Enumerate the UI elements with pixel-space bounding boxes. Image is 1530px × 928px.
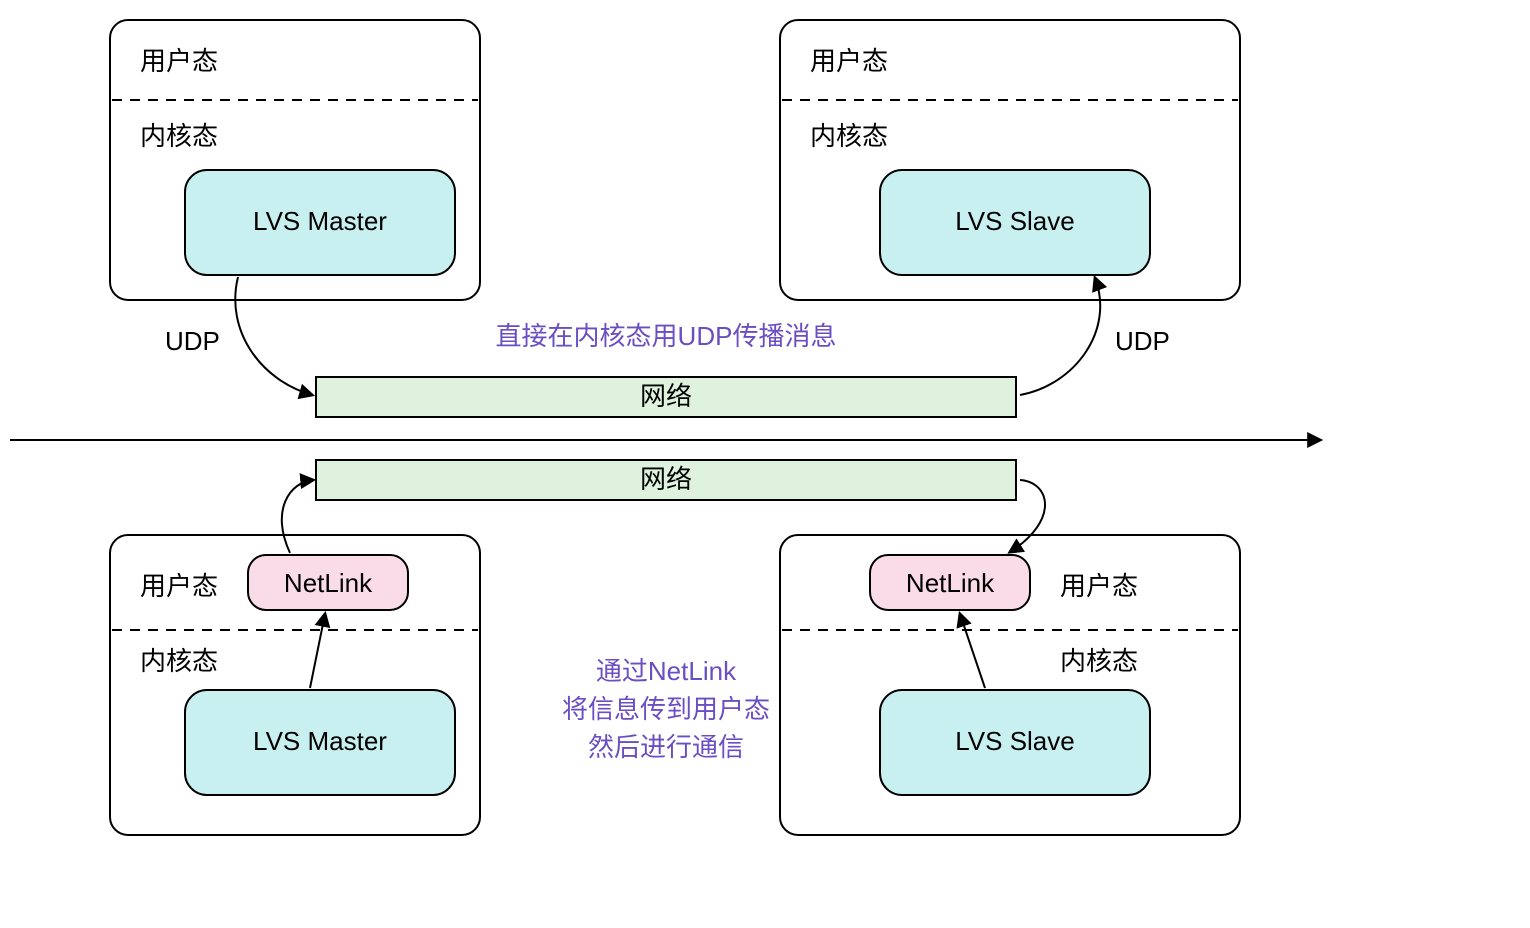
top-left-user-label: 用户态 — [140, 46, 218, 76]
bottom-netlink-right-label: NetLink — [906, 568, 995, 598]
diagram-canvas: 用户态 内核态 用户态 内核态 LVS Master LVS Slave 网络 … — [0, 0, 1530, 928]
bottom-network-label: 网络 — [640, 464, 692, 494]
top-caption: 直接在内核态用UDP传播消息 — [496, 321, 837, 351]
bottom-netlink-left-label: NetLink — [284, 568, 373, 598]
bottom-lvs-slave-label: LVS Slave — [955, 726, 1074, 756]
top-right-user-label: 用户态 — [810, 46, 888, 76]
top-right-kernel-label: 内核态 — [810, 121, 888, 151]
bottom-right-kernel-label: 内核态 — [1060, 646, 1138, 676]
top-lvs-master-label: LVS Master — [253, 206, 387, 236]
top-udp-right-label: UDP — [1115, 326, 1170, 356]
bottom-left-kernel-label: 内核态 — [140, 646, 218, 676]
bottom-caption-line1: 通过NetLink — [596, 656, 737, 686]
top-lvs-slave-label: LVS Slave — [955, 206, 1074, 236]
bottom-lvs-master-label: LVS Master — [253, 726, 387, 756]
bottom-caption-line2: 将信息传到用户态 — [562, 694, 770, 724]
bottom-left-user-label: 用户态 — [140, 571, 218, 601]
top-udp-left-label: UDP — [165, 326, 220, 356]
bottom-right-user-label: 用户态 — [1060, 571, 1138, 601]
top-left-kernel-label: 内核态 — [140, 121, 218, 151]
bottom-caption-line3: 然后进行通信 — [588, 732, 744, 762]
top-network-label: 网络 — [640, 381, 692, 411]
